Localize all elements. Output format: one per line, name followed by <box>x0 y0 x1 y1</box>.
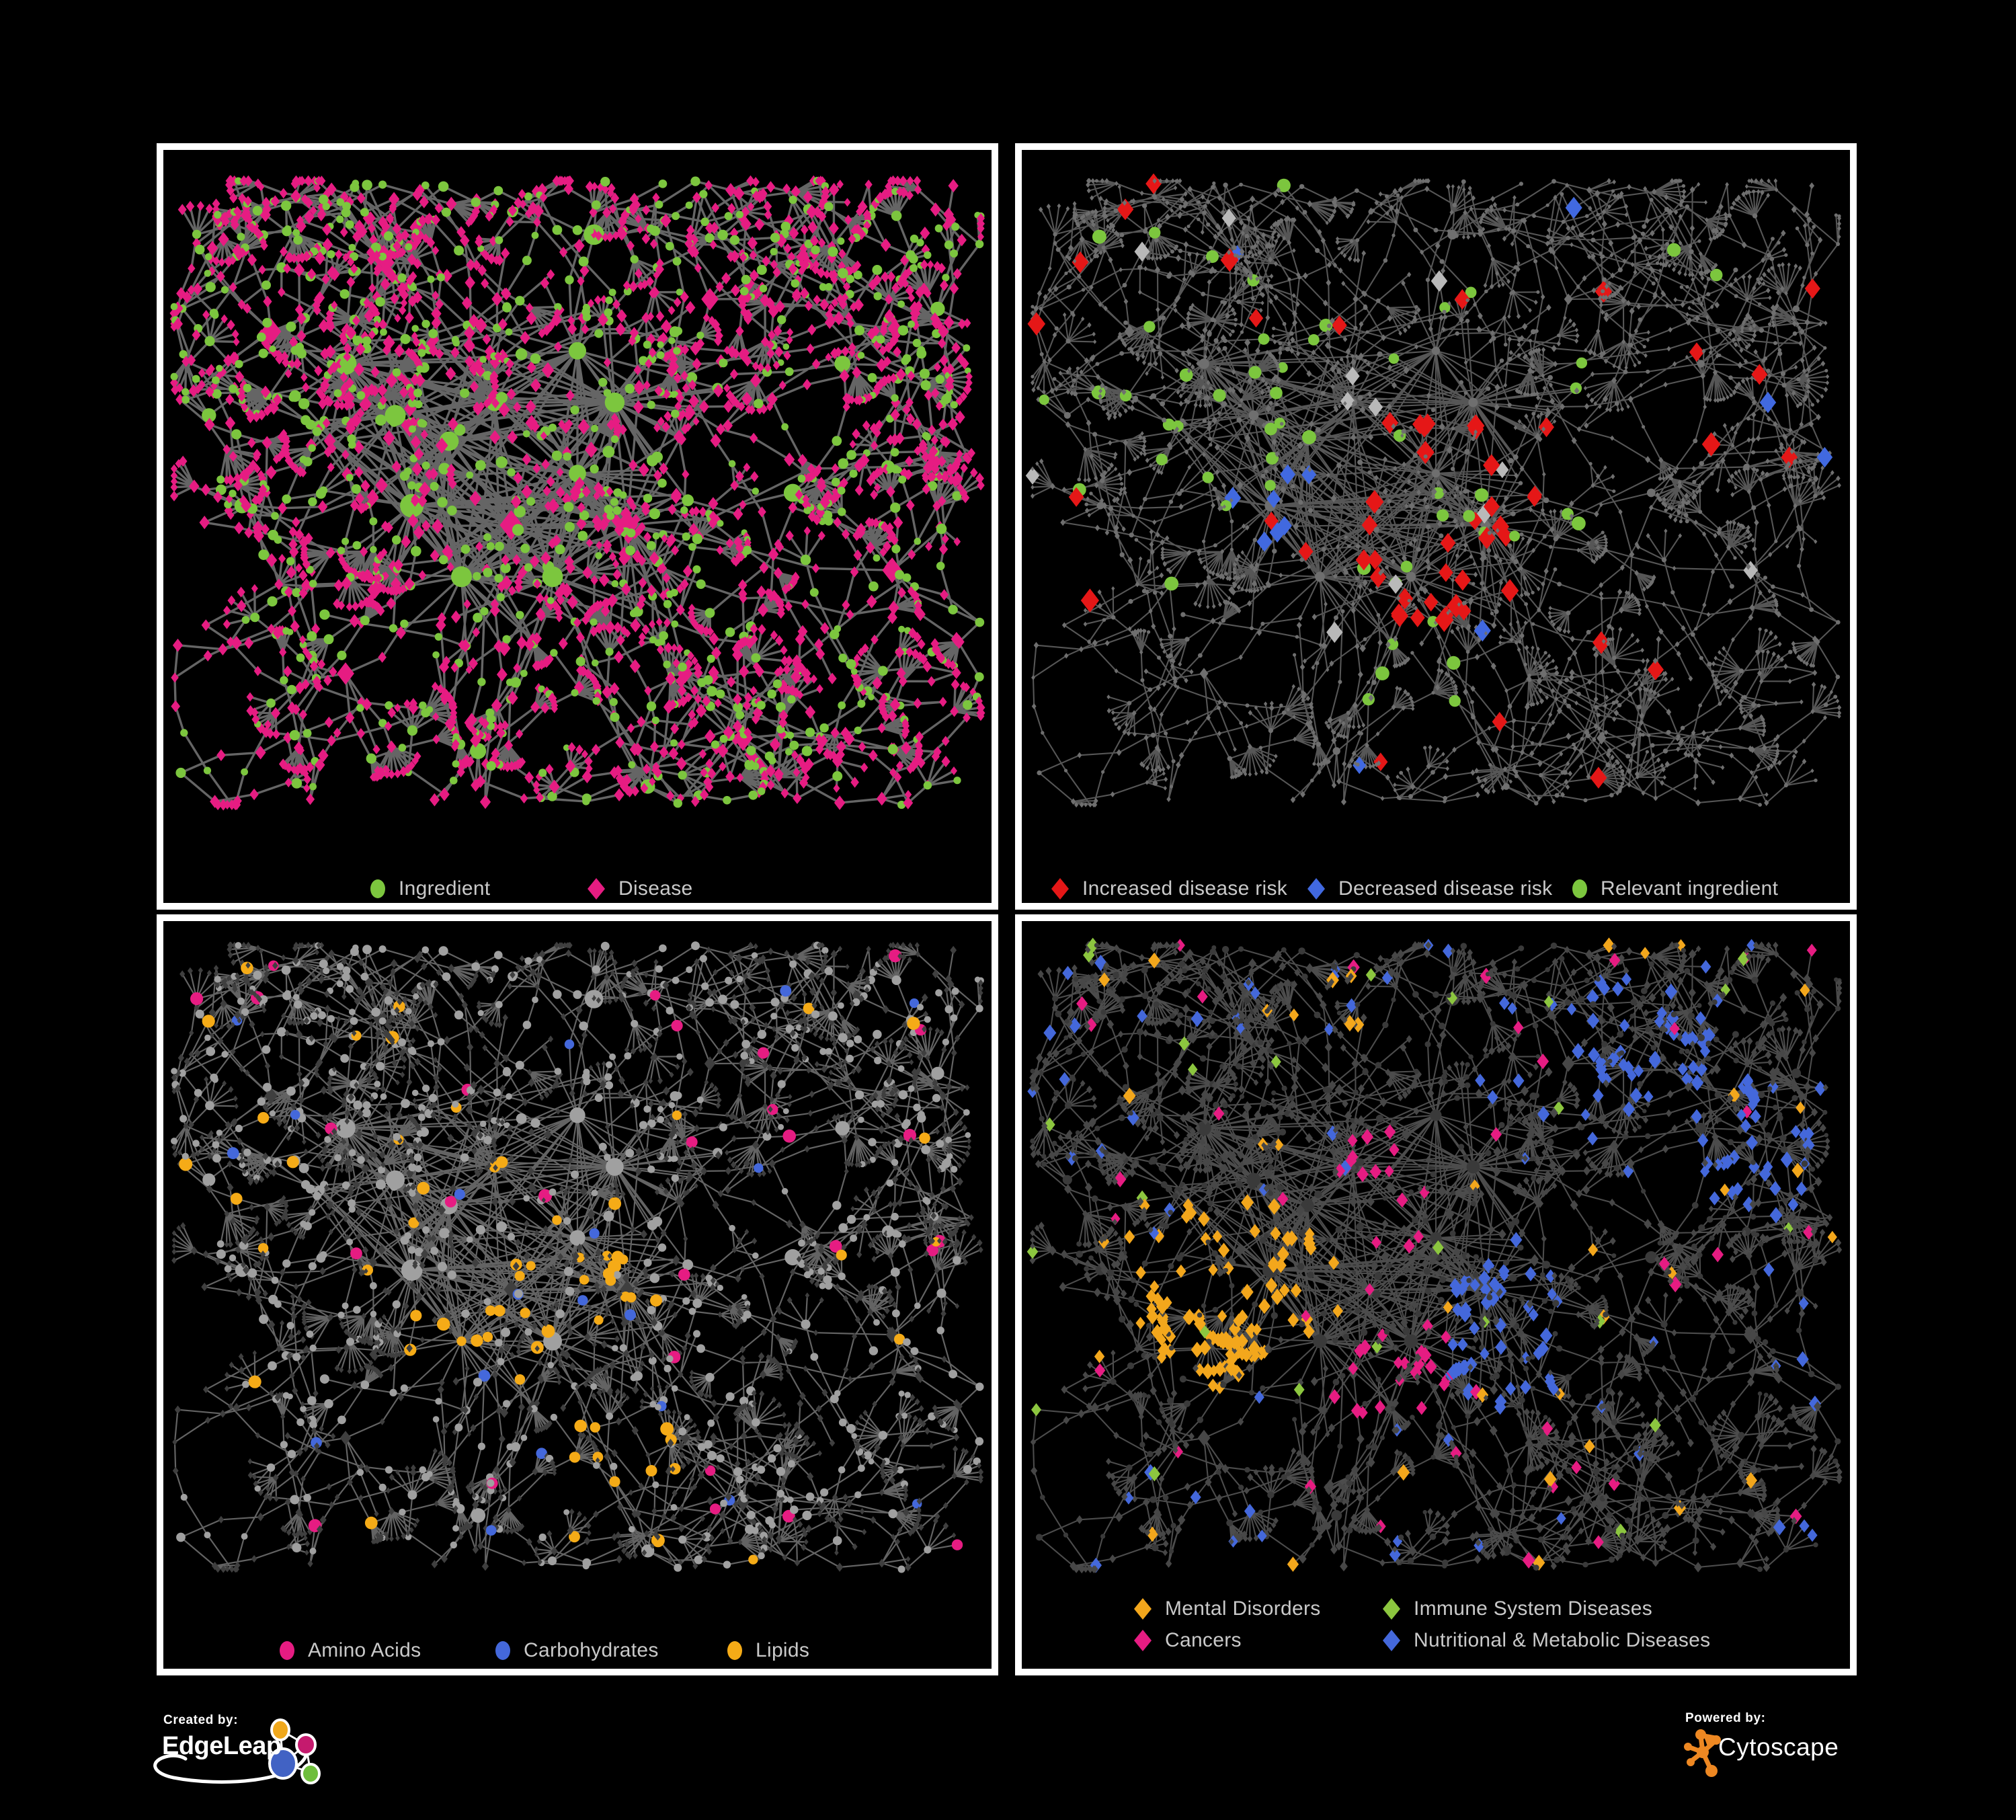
network-graph-nutrient-classes <box>171 941 984 1573</box>
legend-item-immune-diseases: Immune System Diseases <box>1383 1597 1652 1620</box>
legend-item-ingredient: Ingredient <box>370 877 490 900</box>
carbohydrates-circle-icon <box>495 1641 510 1660</box>
legend-label: Mental Disorders <box>1165 1597 1321 1620</box>
panel-disease-risk: Increased disease risk Decreased disease… <box>1015 143 1857 910</box>
legend-label: Ingredient <box>399 877 491 900</box>
legend-item-relevant-ingredient: Relevant ingredient <box>1572 877 1778 900</box>
immune-diseases-diamond-icon <box>1383 1598 1400 1620</box>
legend-label: Carbohydrates <box>524 1639 659 1661</box>
legend-label: Cancers <box>1165 1629 1242 1651</box>
legend-item-amino-acids: Amino Acids <box>280 1639 421 1662</box>
legend-label: Decreased disease risk <box>1338 877 1553 900</box>
ingredient-circle-icon <box>370 879 385 898</box>
edgeleap-node-green <box>300 1763 321 1784</box>
panel-disease-classes: Mental Disorders Immune System Diseases … <box>1015 914 1857 1675</box>
legend-item-carbohydrates: Carbohydrates <box>495 1639 659 1662</box>
footer-created-by: Created by: EdgeLeap <box>141 1700 558 1817</box>
cytoscape-wordmark: Cytoscape <box>1718 1733 1839 1761</box>
legend-label: Amino Acids <box>308 1639 421 1661</box>
footer-powered-by: Powered by: Cytoscape <box>1674 1700 1956 1807</box>
created-by-label: Created by: <box>163 1713 239 1727</box>
network-graph-ingredient-disease <box>169 175 985 811</box>
edgeleap-swoosh <box>153 1753 308 1784</box>
legend-item-increased-risk: Increased disease risk <box>1051 877 1287 900</box>
panel-nutrient-classes: Amino Acids Carbohydrates Lipids <box>157 914 998 1675</box>
edgeleap-node-yellow <box>270 1718 290 1741</box>
legend-label: Immune System Diseases <box>1414 1597 1653 1620</box>
mental-disorders-diamond-icon <box>1134 1598 1152 1620</box>
edgeleap-logo <box>153 1718 321 1784</box>
network-graph-disease-classes <box>1026 937 1843 1574</box>
legend-item-cancers: Cancers <box>1134 1629 1242 1652</box>
legend-item-mental-disorders: Mental Disorders <box>1134 1597 1321 1620</box>
cancers-diamond-icon <box>1134 1630 1152 1651</box>
powered-by-label: Powered by: <box>1685 1711 1766 1725</box>
decreased-risk-diamond-icon <box>1307 878 1325 900</box>
legend-label: Lipids <box>756 1639 810 1661</box>
legend-item-lipids: Lipids <box>727 1639 809 1662</box>
legend-item-nutritional-metabolic: Nutritional & Metabolic Diseases <box>1383 1629 1710 1652</box>
lipids-circle-icon <box>727 1641 742 1660</box>
legend-label: Disease <box>618 877 693 900</box>
increased-risk-diamond-icon <box>1051 878 1069 900</box>
edgeleap-node-blue <box>268 1747 298 1780</box>
amino-acids-circle-icon <box>280 1641 294 1660</box>
legend-label: Nutritional & Metabolic Diseases <box>1414 1629 1711 1651</box>
edgeleap-node-magenta <box>295 1733 317 1756</box>
legend-label: Relevant ingredient <box>1601 877 1779 900</box>
cytoscape-icon <box>1684 1729 1721 1777</box>
panel-ingredient-disease: Ingredient Disease <box>157 143 998 910</box>
network-graph-disease-risk <box>1025 173 1842 808</box>
legend-label: Increased disease risk <box>1082 877 1288 900</box>
relevant-ingredient-circle-icon <box>1572 879 1587 898</box>
legend-item-disease: Disease <box>588 877 692 900</box>
edgeleap-wordmark: EdgeLeap <box>162 1732 282 1760</box>
legend-item-decreased-risk: Decreased disease risk <box>1307 877 1552 900</box>
nutritional-metabolic-diamond-icon <box>1383 1630 1400 1651</box>
disease-diamond-icon <box>588 878 605 900</box>
